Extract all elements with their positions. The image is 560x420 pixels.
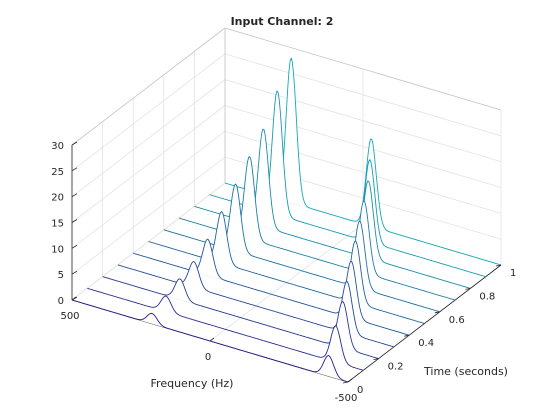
side-wall-gridline bbox=[71, 105, 226, 223]
z-tick bbox=[71, 270, 78, 275]
z-tick-label: 20 bbox=[51, 193, 64, 204]
series-mask bbox=[163, 184, 440, 312]
y-tick-label: 0.6 bbox=[449, 315, 465, 326]
y-tick-label: 0 bbox=[357, 385, 363, 396]
y-tick bbox=[465, 288, 471, 290]
series-mask bbox=[179, 156, 456, 301]
back-wall-gridline bbox=[224, 130, 502, 214]
series-layer bbox=[71, 57, 502, 383]
side-wall-gridline bbox=[71, 53, 226, 172]
back-wall-gridline bbox=[224, 79, 502, 163]
z-tick-label: 15 bbox=[51, 219, 64, 230]
y-tick bbox=[404, 334, 410, 337]
side-wall-gridline bbox=[71, 79, 226, 197]
back-wall-gridline bbox=[224, 53, 502, 137]
back-wall-gridline bbox=[224, 105, 502, 188]
x-tick-label: 500 bbox=[60, 311, 79, 322]
y-tick bbox=[373, 358, 379, 360]
side-wall-gridline bbox=[71, 156, 226, 275]
side-wall-gridline bbox=[71, 131, 226, 249]
series-mask bbox=[117, 261, 394, 347]
series-mask bbox=[194, 129, 471, 289]
x-tick bbox=[209, 337, 215, 342]
x-tick-label: 0 bbox=[205, 352, 211, 363]
series-line bbox=[87, 287, 364, 371]
y-tick bbox=[434, 311, 440, 314]
z-tick-label: 5 bbox=[58, 270, 64, 281]
series-mask bbox=[209, 90, 486, 277]
box-edge bbox=[71, 27, 226, 146]
z-tick-label: 30 bbox=[51, 141, 64, 152]
y-tick-label: 0.8 bbox=[479, 291, 495, 302]
z-tick-label: 10 bbox=[51, 244, 64, 255]
series-line bbox=[117, 261, 395, 348]
y-tick-label: 0.2 bbox=[388, 362, 404, 373]
z-tick-label: 0 bbox=[58, 296, 64, 307]
y-tick bbox=[342, 381, 349, 384]
z-tick bbox=[71, 167, 78, 172]
y-tick-label: 0.4 bbox=[418, 338, 434, 349]
z-tick bbox=[71, 193, 78, 198]
chart-title: Input Channel: 2 bbox=[231, 15, 334, 28]
series-line bbox=[133, 238, 410, 336]
y-axis-label: Time (seconds) bbox=[423, 365, 508, 378]
y-tick-label: 1 bbox=[510, 268, 516, 279]
z-tick bbox=[71, 141, 78, 146]
y-tick bbox=[495, 264, 502, 267]
box-edge bbox=[224, 27, 502, 111]
x-tick-label: -500 bbox=[335, 393, 358, 404]
z-tick bbox=[71, 244, 78, 249]
x-tick bbox=[347, 378, 353, 383]
x-axis-label: Frequency (Hz) bbox=[151, 377, 234, 390]
series-mask bbox=[225, 58, 501, 265]
z-tick-label: 25 bbox=[51, 167, 64, 178]
z-tick bbox=[71, 219, 78, 223]
z-tick bbox=[71, 296, 78, 301]
series-line bbox=[148, 211, 425, 324]
